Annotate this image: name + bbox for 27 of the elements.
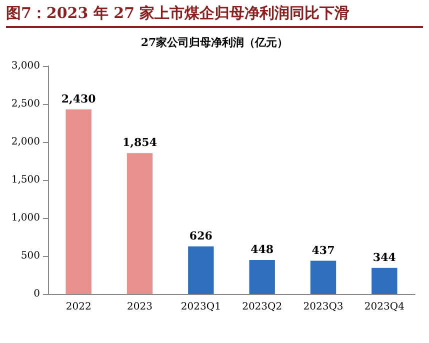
y-tick-label: 500 (20, 250, 40, 262)
bar (249, 260, 275, 294)
x-tick-label: 2022 (66, 302, 92, 312)
data-label: 2,430 (61, 92, 96, 106)
x-tick-label: 2023Q4 (364, 302, 404, 312)
y-tick-label: 2,000 (11, 136, 40, 148)
chart-title: 图7：2023 年 27 家上市煤企归母净利润同比下滑 (6, 4, 423, 28)
data-label: 448 (250, 242, 274, 256)
x-tick-label: 2023Q1 (180, 302, 221, 312)
data-label: 1,854 (122, 136, 158, 150)
x-tick-label: 2023 (127, 302, 152, 312)
bar (188, 246, 214, 294)
chart-subtitle: 27家公司归母净利润（亿元） (140, 36, 288, 49)
bar (126, 153, 153, 294)
y-tick-label: 0 (34, 288, 40, 300)
data-label: 626 (189, 229, 213, 242)
data-label: 437 (312, 244, 335, 257)
y-tick-label: 1,500 (11, 174, 40, 186)
x-tick-label: 2023Q2 (242, 302, 282, 312)
y-tick-label: 1,000 (11, 212, 40, 224)
y-tick-label: 2,500 (11, 98, 40, 110)
x-tick-label: 2023Q3 (303, 302, 344, 312)
bar (372, 268, 398, 294)
data-label: 344 (372, 250, 396, 264)
y-tick-label: 3,000 (11, 60, 40, 72)
bar (310, 260, 336, 294)
bar (66, 109, 92, 294)
